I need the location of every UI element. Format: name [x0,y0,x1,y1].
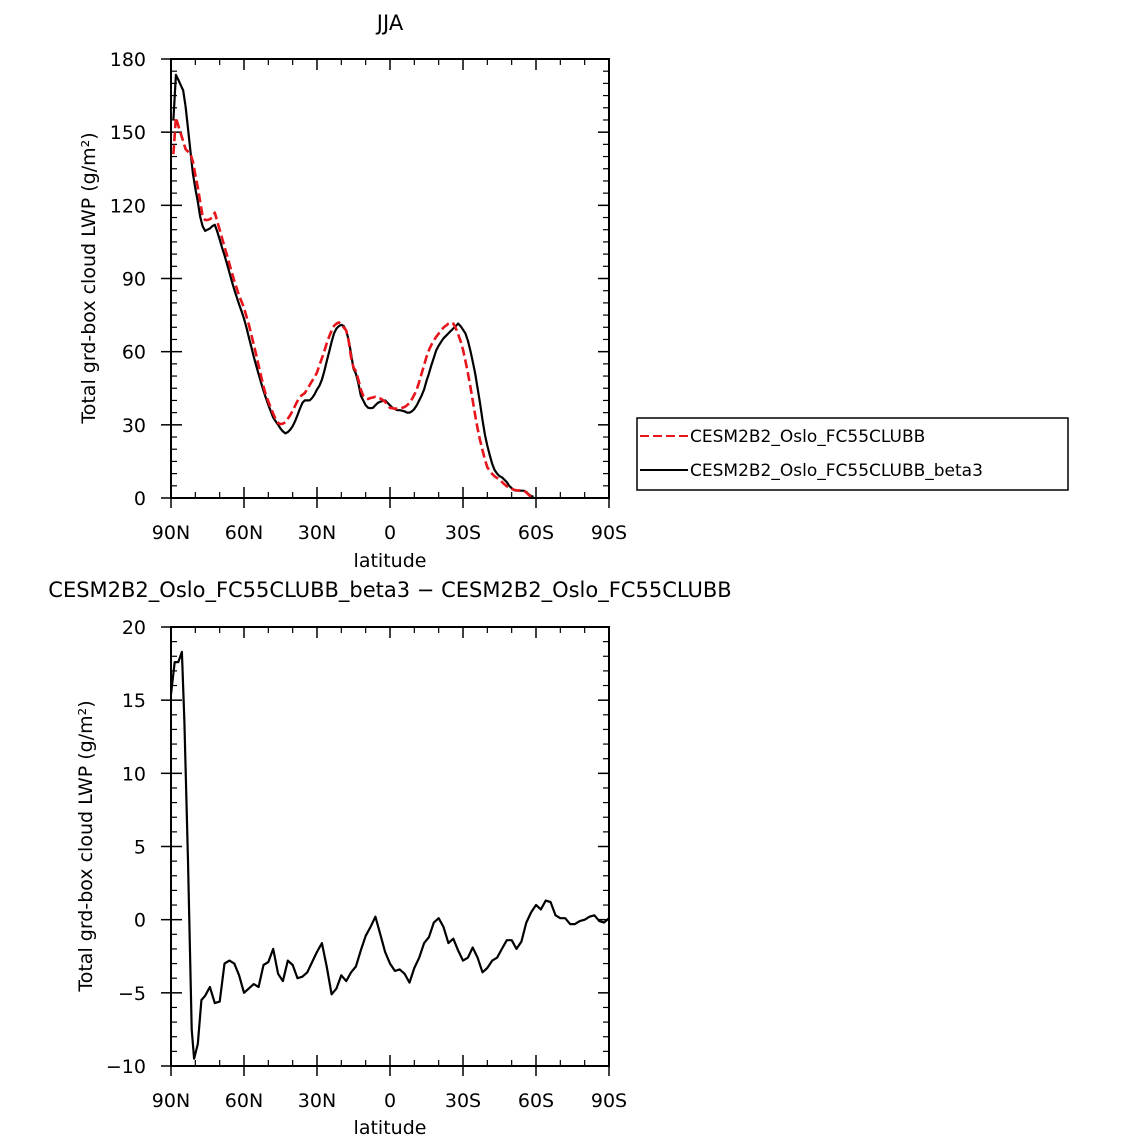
bottom-y-tick-label: −5 [118,983,146,1005]
top-y-tick-label: 120 [110,195,146,217]
bottom-x-tick-label: 90N [152,1090,190,1112]
bottom-chart-title: CESM2B2_Oslo_FC55CLUBB_beta3 − CESM2B2_O… [48,578,731,603]
top-y-axis-label: Total grd-box cloud LWP (g/m²) [78,132,100,424]
legend-box [636,417,1069,491]
bottom-x-tick-label: 60S [518,1090,554,1112]
top-y-tick-label: 90 [122,269,146,291]
bottom-x-tick-label: 60N [225,1090,263,1112]
top-x-tick-label: 60S [518,522,554,544]
bottom-x-tick-label: 90S [591,1090,627,1112]
bottom-y-tick-label: 5 [134,837,146,859]
bottom-y-tick-label: 0 [134,910,146,932]
top-series-line-1 [172,116,532,498]
top-ticks [161,58,610,508]
bottom-y-tick-label: 10 [122,763,146,785]
legend-label-series-2: CESM2B2_Oslo_FC55CLUBB_beta3 [690,461,983,481]
top-series-group [172,73,534,498]
bottom-plot-frame [170,626,610,1067]
top-series-line-2 [172,73,534,498]
top-x-tick-label: 30N [298,522,336,544]
top-y-tick-label: 30 [122,415,146,437]
legend-label-series-1: CESM2B2_Oslo_FC55CLUBB [690,427,925,447]
bottom-x-axis-label: latitude [354,1117,427,1139]
bottom-tick-labels: 90N 60N 30N 0 30S 60S 90S −10 −5 0 5 10 15 20 [106,617,627,1112]
bottom-x-tick-label: 30N [298,1090,336,1112]
bottom-y-tick-label: 20 [122,617,146,639]
top-plot-frame [170,58,610,499]
top-x-tick-label: 60N [225,522,263,544]
top-x-axis-label: latitude [354,550,427,572]
bottom-y-tick-label: −10 [106,1056,146,1078]
top-y-tick-label: 60 [122,342,146,364]
top-x-tick-label: 90S [591,522,627,544]
bottom-series-line-1 [169,650,610,1060]
top-x-tick-label: 90N [152,522,190,544]
top-tick-labels: 90N 60N 30N 0 30S 60S 90S 0 30 60 90 120 150 180 [110,49,627,544]
top-panel: JJA Total grd-box cloud LWP (g/m²) latit… [78,11,627,572]
bottom-x-tick-label: 0 [384,1090,396,1112]
bottom-x-tick-label: 30S [445,1090,481,1112]
bottom-series-group [169,650,610,1060]
bottom-y-tick-label: 15 [122,690,146,712]
top-x-tick-label: 30S [445,522,481,544]
top-y-tick-label: 150 [110,122,146,144]
bottom-ticks [161,626,610,1076]
bottom-y-axis-label: Total grd-box cloud LWP (g/m²) [75,700,97,992]
top-y-tick-label: 0 [134,488,146,510]
top-x-tick-label: 0 [384,522,396,544]
legend: CESM2B2_Oslo_FC55CLUBB CESM2B2_Oslo_FC55… [636,417,1069,491]
bottom-panel: CESM2B2_Oslo_FC55CLUBB_beta3 − CESM2B2_O… [48,578,731,1139]
top-y-tick-label: 180 [110,49,146,71]
top-chart-title: JJA [375,11,404,35]
